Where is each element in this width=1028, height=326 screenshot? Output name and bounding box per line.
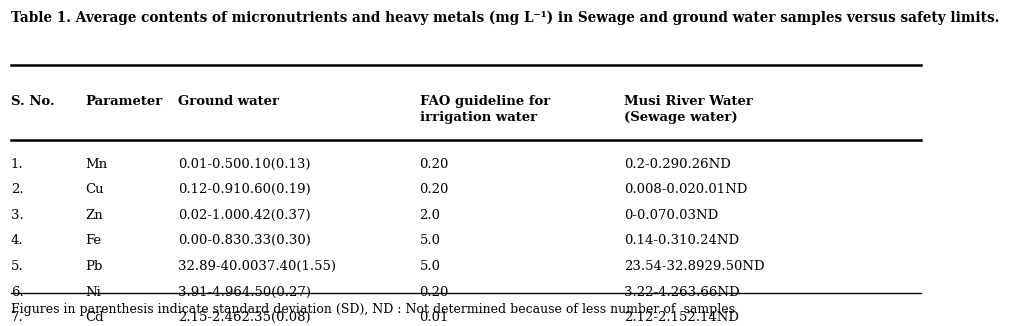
Text: 6.: 6. — [10, 286, 24, 299]
Text: 2.12-2.152.14ND: 2.12-2.152.14ND — [624, 311, 739, 324]
Text: 0.00-0.830.33(0.30): 0.00-0.830.33(0.30) — [178, 234, 310, 247]
Text: 0.008-0.020.01ND: 0.008-0.020.01ND — [624, 183, 747, 196]
Text: Zn: Zn — [85, 209, 103, 222]
Text: Table 1. Average contents of micronutrients and heavy metals (mg L⁻¹) in Sewage : Table 1. Average contents of micronutrie… — [10, 11, 999, 25]
Text: Fe: Fe — [85, 234, 101, 247]
Text: 5.0: 5.0 — [419, 260, 441, 273]
Text: Ni: Ni — [85, 286, 101, 299]
Text: Parameter: Parameter — [85, 95, 162, 108]
Text: Cu: Cu — [85, 183, 104, 196]
Text: 3.: 3. — [10, 209, 24, 222]
Text: 5.0: 5.0 — [419, 234, 441, 247]
Text: 0.2-0.290.26ND: 0.2-0.290.26ND — [624, 157, 731, 170]
Text: 3.91-4.964.50(0.27): 3.91-4.964.50(0.27) — [178, 286, 310, 299]
Text: 4.: 4. — [10, 234, 24, 247]
Text: 2.15-2.462.35(0.08): 2.15-2.462.35(0.08) — [178, 311, 310, 324]
Text: 0.01-0.500.10(0.13): 0.01-0.500.10(0.13) — [178, 157, 310, 170]
Text: 2.0: 2.0 — [419, 209, 441, 222]
Text: 23.54-32.8929.50ND: 23.54-32.8929.50ND — [624, 260, 765, 273]
Text: 0.14-0.310.24ND: 0.14-0.310.24ND — [624, 234, 739, 247]
Text: 0.20: 0.20 — [419, 286, 449, 299]
Text: 5.: 5. — [10, 260, 24, 273]
Text: 2.: 2. — [10, 183, 24, 196]
Text: 3.22-4.263.66ND: 3.22-4.263.66ND — [624, 286, 739, 299]
Text: Mn: Mn — [85, 157, 107, 170]
Text: Cd: Cd — [85, 311, 104, 324]
Text: 0.02-1.000.42(0.37): 0.02-1.000.42(0.37) — [178, 209, 310, 222]
Text: 7.: 7. — [10, 311, 24, 324]
Text: 0.01: 0.01 — [419, 311, 449, 324]
Text: 0-0.070.03ND: 0-0.070.03ND — [624, 209, 719, 222]
Text: 0.12-0.910.60(0.19): 0.12-0.910.60(0.19) — [178, 183, 310, 196]
Text: Pb: Pb — [85, 260, 103, 273]
Text: 1.: 1. — [10, 157, 24, 170]
Text: S. No.: S. No. — [10, 95, 54, 108]
Text: Musi River Water
(Sewage water): Musi River Water (Sewage water) — [624, 95, 752, 124]
Text: FAO guideline for
irrigation water: FAO guideline for irrigation water — [419, 95, 550, 124]
Text: 0.20: 0.20 — [419, 157, 449, 170]
Text: Ground water: Ground water — [178, 95, 279, 108]
Text: Figures in parenthesis indicate standard deviation (SD), ND : Not determined bec: Figures in parenthesis indicate standard… — [10, 303, 735, 316]
Text: 32.89-40.0037.40(1.55): 32.89-40.0037.40(1.55) — [178, 260, 336, 273]
Text: 0.20: 0.20 — [419, 183, 449, 196]
